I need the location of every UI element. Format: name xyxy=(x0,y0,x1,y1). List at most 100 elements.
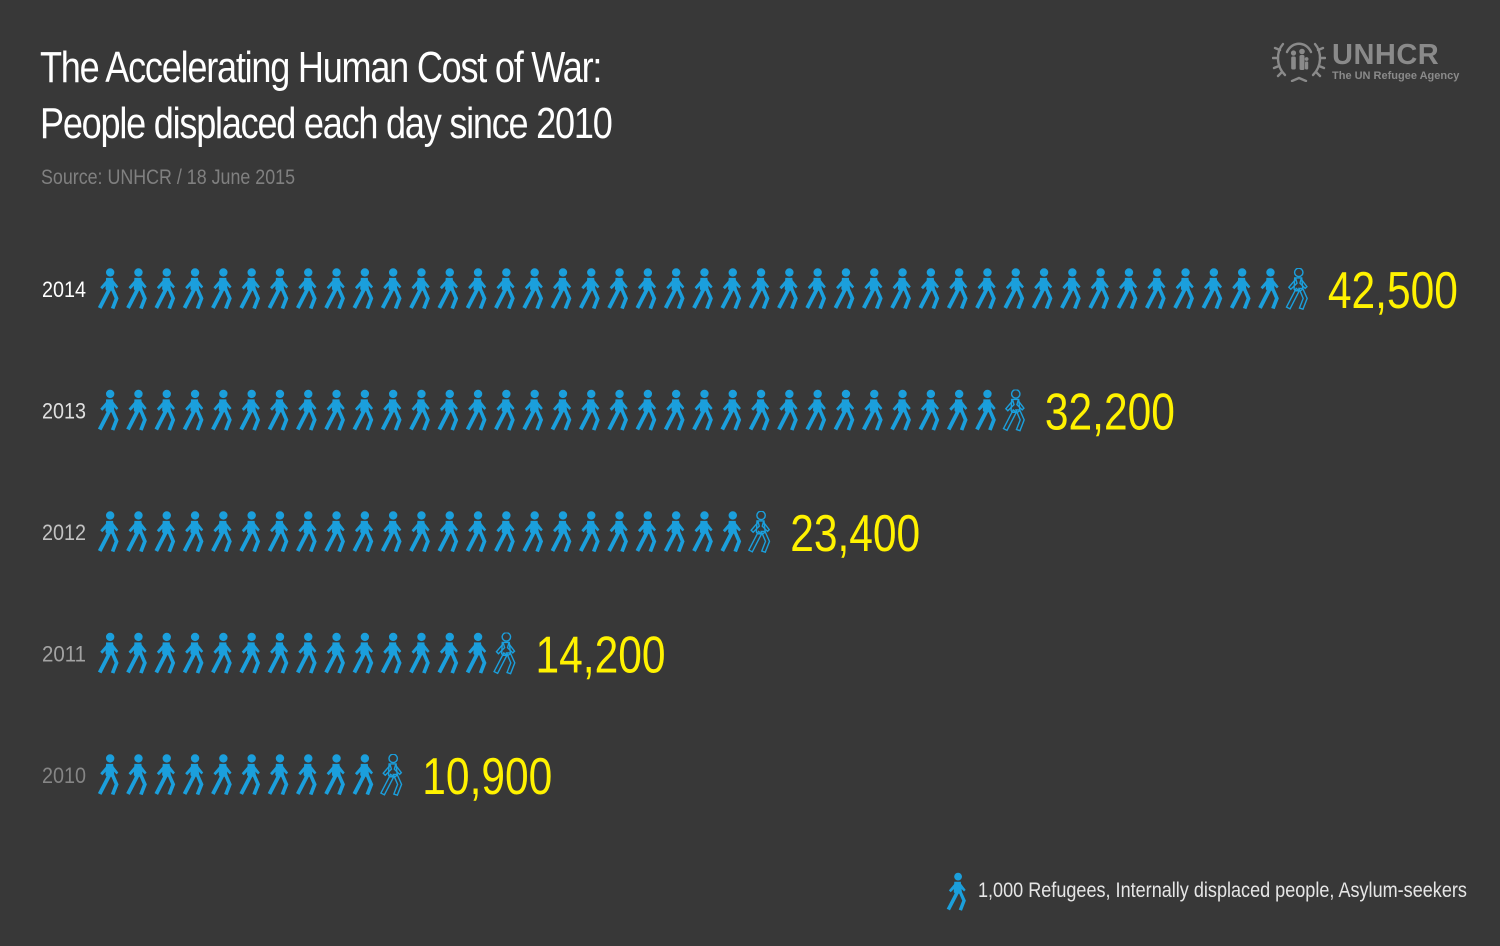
walking-person-icon xyxy=(97,511,119,553)
walking-person-icon xyxy=(211,754,232,796)
source-note: Source: UNHCR / 18 June 2015 xyxy=(41,166,296,189)
walking-person-icon xyxy=(607,389,628,431)
walking-person-icon xyxy=(126,754,147,796)
walking-person-icon xyxy=(267,389,289,431)
walking-person-icon xyxy=(409,268,430,310)
walking-person-icon xyxy=(211,511,232,553)
walking-person-icon xyxy=(1088,268,1110,310)
walking-person-icon xyxy=(862,268,883,310)
walking-person-icon xyxy=(154,754,176,796)
walking-person-icon xyxy=(944,872,970,912)
walking-person-icon xyxy=(267,511,289,553)
partial-walking-person-icon xyxy=(748,511,771,553)
walking-person-icon xyxy=(918,389,940,431)
walking-person-icon xyxy=(324,511,345,553)
walking-person-icon xyxy=(918,268,940,310)
logo-name: UNHCR xyxy=(1332,39,1440,71)
walking-person-icon xyxy=(550,268,572,310)
walking-person-icon xyxy=(1229,268,1251,310)
walking-person-icon xyxy=(692,511,713,553)
walking-person-icon xyxy=(154,632,176,674)
walking-person-icon xyxy=(182,268,204,310)
walking-person-icon xyxy=(579,268,600,310)
pictogram-row-2010: 2010 10,900 xyxy=(42,748,552,806)
walking-person-icon xyxy=(267,754,289,796)
walking-person-icon xyxy=(494,268,515,310)
walking-person-icon xyxy=(1145,268,1166,310)
walking-person-icon xyxy=(409,389,430,431)
walking-person-icon xyxy=(1173,268,1194,310)
walking-person-icon xyxy=(239,268,261,310)
walking-person-icon xyxy=(720,268,742,310)
value-label-2010: 10,900 xyxy=(422,748,552,806)
walking-person-icon xyxy=(862,389,883,431)
walking-person-icon xyxy=(437,632,459,674)
walking-person-icon xyxy=(1003,268,1025,310)
year-label-2010: 2010 xyxy=(42,763,86,788)
walking-person-icon xyxy=(211,632,232,674)
pictogram-row-2014: 2014 42,500 xyxy=(42,262,1458,320)
walking-person-icon xyxy=(352,632,374,674)
walking-person-icon xyxy=(465,632,487,674)
walking-person-icon xyxy=(522,511,544,553)
walking-person-icon xyxy=(1116,268,1138,310)
walking-person-icon xyxy=(805,389,827,431)
walking-person-icon xyxy=(465,268,487,310)
value-label-2011: 14,200 xyxy=(536,627,666,685)
walking-person-icon xyxy=(494,511,515,553)
pictogram-row-2012: 2012 23,400 xyxy=(42,505,920,563)
walking-person-icon xyxy=(296,632,317,674)
walking-person-icon xyxy=(663,268,685,310)
walking-person-icon xyxy=(833,268,855,310)
walking-person-icon xyxy=(550,389,572,431)
value-label-2014: 42,500 xyxy=(1328,262,1458,320)
walking-person-icon xyxy=(296,268,317,310)
walking-person-icon xyxy=(437,389,459,431)
partial-walking-person-icon xyxy=(1285,268,1308,310)
walking-person-icon xyxy=(692,389,713,431)
walking-person-icon xyxy=(550,511,572,553)
walking-person-icon xyxy=(890,268,911,310)
walking-person-icon xyxy=(239,632,261,674)
walking-person-icon xyxy=(522,268,544,310)
walking-person-icon xyxy=(324,389,345,431)
walking-person-icon xyxy=(663,389,685,431)
walking-person-icon xyxy=(154,389,176,431)
value-label-2012: 23,400 xyxy=(790,505,920,563)
walking-person-icon xyxy=(182,511,204,553)
walking-person-icon xyxy=(720,389,742,431)
walking-person-icon xyxy=(465,389,487,431)
partial-walking-person-icon xyxy=(380,754,403,796)
walking-person-icon xyxy=(239,511,261,553)
value-label-2013: 32,200 xyxy=(1045,384,1175,442)
walking-person-icon xyxy=(182,754,204,796)
walking-person-icon xyxy=(1060,268,1081,310)
walking-person-icon xyxy=(352,268,374,310)
walking-person-icon xyxy=(579,511,600,553)
laurel-family-icon xyxy=(1272,42,1326,82)
walking-person-icon xyxy=(352,754,374,796)
walking-person-icon xyxy=(239,754,261,796)
walking-person-icon xyxy=(154,268,176,310)
walking-person-icon xyxy=(409,511,430,553)
walking-person-icon xyxy=(777,389,798,431)
walking-person-icon xyxy=(833,389,855,431)
walking-person-icon xyxy=(946,268,968,310)
walking-person-icon xyxy=(324,268,345,310)
walking-person-icon xyxy=(182,389,204,431)
chart-title: The Accelerating Human Cost of War: Peop… xyxy=(40,40,613,152)
walking-person-icon xyxy=(409,632,430,674)
partial-walking-person-icon xyxy=(493,632,516,675)
walking-person-icon xyxy=(607,268,628,310)
unhcr-logo: UNHCR The UN Refugee Agency xyxy=(1272,38,1462,88)
walking-person-icon xyxy=(1031,268,1053,310)
walking-person-icon xyxy=(720,511,742,553)
walking-person-icon xyxy=(635,268,657,310)
walking-person-icon xyxy=(465,511,487,553)
walking-person-icon xyxy=(126,389,147,431)
walking-person-icon xyxy=(380,268,402,310)
year-label-2011: 2011 xyxy=(42,642,86,667)
pictogram-row-2011: 2011 14,200 xyxy=(42,627,666,685)
walking-person-icon xyxy=(97,632,119,674)
